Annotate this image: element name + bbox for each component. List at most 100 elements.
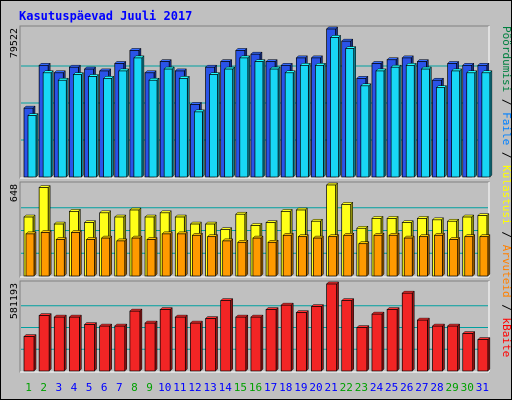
bar-visits-arvuteid-16 <box>252 235 264 277</box>
right-legend-part: Pöördumisi <box>500 26 512 92</box>
bar-kbytes-kbaite-20 <box>310 304 325 372</box>
right-legend-part: Külastusi <box>500 165 512 225</box>
bar-hits-faile-8 <box>133 55 145 178</box>
bar-kbytes-kbaite-17 <box>265 307 279 372</box>
bar-kbytes-kbaite-10 <box>159 307 173 372</box>
x-tick-label: 24 <box>370 381 384 394</box>
bar-hits-faile-15 <box>239 55 251 178</box>
x-tick-label: 28 <box>430 381 443 394</box>
right-legend-part: / <box>500 92 512 112</box>
bar-kbytes-kbaite-26 <box>401 290 415 372</box>
y-max-label: 581193 <box>9 283 20 319</box>
x-tick-label: 27 <box>415 381 428 394</box>
bar-hits-faile-2 <box>42 70 54 178</box>
right-legend-part: / <box>500 145 512 165</box>
bar-kbytes-kbaite-16 <box>250 314 264 372</box>
bar-kbytes-kbaite-6 <box>99 323 113 372</box>
x-tick-label: 5 <box>86 381 93 394</box>
x-tick-label: 14 <box>219 381 233 394</box>
x-tick-label: 1 <box>25 381 32 394</box>
bar-hits-faile-12 <box>193 109 206 178</box>
bar-kbytes-kbaite-23 <box>356 324 370 372</box>
x-tick-label: 23 <box>355 381 368 394</box>
bar-visits-arvuteid-29 <box>449 236 461 277</box>
x-tick-label: 3 <box>56 381 63 394</box>
bar-hits-faile-28 <box>435 85 448 178</box>
bar-kbytes-kbaite-31 <box>477 336 491 372</box>
x-tick-label: 12 <box>188 381 201 394</box>
x-tick-label: 4 <box>71 381 78 394</box>
bar-visits-arvuteid-4 <box>70 229 82 277</box>
bar-kbytes-kbaite-25 <box>386 307 400 372</box>
bar-kbytes-kbaite-11 <box>174 314 188 372</box>
bar-hits-faile-11 <box>178 75 190 178</box>
bar-visits-arvuteid-19 <box>297 234 309 277</box>
bar-visits-arvuteid-1 <box>25 231 37 277</box>
panel-visits: 648 <box>9 181 491 278</box>
y-max-label: 79522 <box>9 28 20 58</box>
bar-kbytes-kbaite-22 <box>341 298 355 372</box>
bar-hits-faile-23 <box>360 83 372 178</box>
x-tick-label: 6 <box>101 381 108 394</box>
bar-visits-arvuteid-17 <box>267 239 279 277</box>
bar-hits-faile-20 <box>314 62 327 178</box>
bar-hits-faile-6 <box>103 75 115 178</box>
chart-title: Kasutuspäevad Juuli 2017 <box>19 9 192 23</box>
bar-visits-arvuteid-20 <box>312 235 325 277</box>
bar-kbytes-kbaite-7 <box>114 323 128 372</box>
bar-visits-arvuteid-9 <box>146 236 158 277</box>
x-tick-label: 17 <box>264 381 277 394</box>
right-legend-part: / <box>500 298 512 318</box>
bar-hits-faile-10 <box>163 66 175 178</box>
bar-kbytes-kbaite-14 <box>220 298 234 372</box>
bar-hits-faile-14 <box>224 66 236 178</box>
bar-visits-arvuteid-23 <box>358 241 370 277</box>
bar-visits-arvuteid-5 <box>85 236 98 277</box>
right-legend-part: kBaite <box>500 317 512 357</box>
x-tick-label: 10 <box>158 381 171 394</box>
bar-kbytes-kbaite-9 <box>144 320 158 372</box>
bar-hits-faile-21 <box>329 34 342 178</box>
bar-hits-faile-4 <box>72 72 84 178</box>
bar-kbytes-kbaite-3 <box>53 314 67 372</box>
bar-visits-arvuteid-26 <box>403 235 415 277</box>
bar-visits-arvuteid-30 <box>464 234 476 277</box>
panel-kbytes: 581193 <box>9 280 491 373</box>
bar-visits-arvuteid-14 <box>222 238 234 277</box>
bar-visits-arvuteid-11 <box>176 231 188 277</box>
bar-kbytes-kbaite-1 <box>23 333 37 372</box>
bar-hits-faile-26 <box>405 62 417 178</box>
bar-kbytes-kbaite-15 <box>235 314 249 372</box>
x-tick-label: 7 <box>116 381 123 394</box>
bar-visits-arvuteid-28 <box>433 232 446 277</box>
right-legend-part: Faile <box>500 112 512 145</box>
x-tick-label: 31 <box>476 381 489 394</box>
x-tick-label: 16 <box>249 381 262 394</box>
x-tick-label: 18 <box>279 381 292 394</box>
bar-kbytes-kbaite-28 <box>431 323 446 372</box>
bar-kbytes-kbaite-2 <box>38 313 52 372</box>
x-tick-label: 21 <box>325 381 338 394</box>
bar-kbytes-kbaite-24 <box>371 311 385 372</box>
x-tick-label: 22 <box>340 381 353 394</box>
bar-kbytes-kbaite-19 <box>295 310 309 372</box>
bar-hits-faile-5 <box>87 73 100 178</box>
x-tick-label: 26 <box>400 381 413 394</box>
x-tick-label: 9 <box>146 381 153 394</box>
x-tick-label: 29 <box>446 381 459 394</box>
bar-kbytes-kbaite-18 <box>280 302 294 372</box>
bar-hits-faile-31 <box>481 70 493 178</box>
bar-hits-faile-27 <box>420 66 432 178</box>
bar-hits-faile-18 <box>284 70 296 178</box>
bar-kbytes-kbaite-4 <box>68 314 82 372</box>
bar-hits-faile-19 <box>299 62 311 178</box>
x-tick-label: 13 <box>203 381 216 394</box>
x-tick-label: 19 <box>294 381 307 394</box>
right-legend-part: / <box>500 225 512 245</box>
bar-visits-arvuteid-24 <box>373 232 385 277</box>
bar-kbytes-kbaite-13 <box>204 316 219 372</box>
x-axis-labels: 1 2 3 4 5 6 7 8 9 10 11 12 13 14 15 16 17 18 19 20 21 22 23 24 2… <box>25 381 489 394</box>
bar-kbytes-kbaite-30 <box>462 330 476 372</box>
x-tick-label: 25 <box>385 381 398 394</box>
